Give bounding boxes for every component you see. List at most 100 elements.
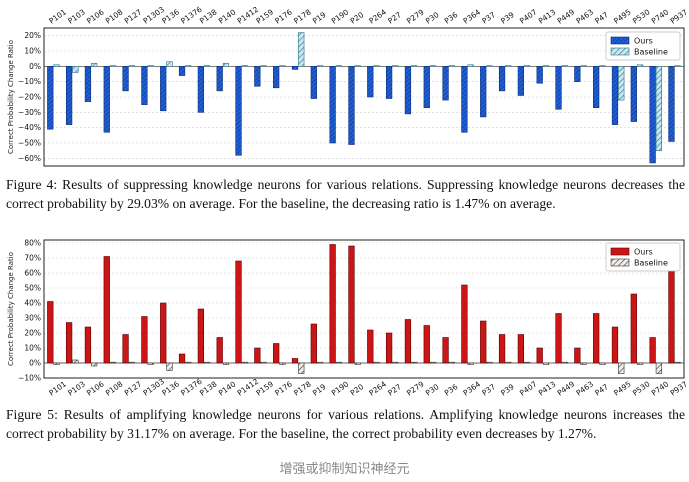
bar-ours-p178: [292, 66, 298, 69]
x-tick-label: P530: [631, 379, 652, 397]
bar-baseline-p495: [618, 66, 624, 100]
y-tick-label: 80%: [24, 239, 41, 248]
bar-baseline-p127: [129, 66, 135, 67]
bar-baseline-p463: [581, 66, 587, 67]
x-tick-label: P937: [669, 379, 689, 397]
y-tick-label: 0%: [29, 62, 41, 71]
bar-baseline-p407: [524, 362, 530, 363]
bar-baseline-p364: [468, 65, 474, 67]
bar-ours-p530: [631, 66, 637, 121]
bar-baseline-p136: [167, 62, 173, 67]
bar-ours-p39: [499, 335, 505, 364]
y-tick-label: 20%: [24, 329, 41, 338]
y-tick-label: 10%: [24, 47, 41, 56]
bar-ours-p39: [499, 66, 505, 91]
bars: [47, 245, 680, 374]
bar-baseline-p1376: [185, 66, 191, 67]
bar-baseline-p413: [543, 66, 549, 67]
legend-swatch-baseline: [611, 48, 629, 55]
bar-baseline-p413: [543, 363, 549, 365]
x-tick-label: P19: [311, 382, 328, 398]
bar-baseline-p1376: [185, 362, 191, 363]
suppression-chart: P101P103P106P108P127P1303P136P1376P138P1…: [0, 0, 689, 172]
bar-baseline-p27: [393, 362, 399, 363]
x-tick-label: P140: [217, 7, 238, 25]
bar-ours-p101: [47, 66, 53, 129]
bar-ours-p19: [311, 66, 317, 98]
bar-baseline-p20: [355, 363, 361, 365]
bar-ours-p190: [330, 245, 336, 364]
bar-baseline-p19: [317, 362, 323, 363]
legend-label-baseline: Baseline: [634, 259, 668, 268]
bar-ours-p407: [518, 66, 524, 95]
bar-baseline-p106: [91, 63, 97, 66]
bar-ours-p190: [330, 66, 336, 143]
bar-baseline-p47: [600, 363, 606, 365]
x-tick-label: P463: [574, 7, 595, 25]
bar-ours-p1376: [179, 66, 185, 75]
bar-ours-p937: [669, 66, 675, 141]
x-tick-label: P37: [480, 382, 497, 398]
bar-baseline-p136: [167, 363, 173, 371]
bar-ours-p136: [160, 303, 166, 363]
bar-baseline-p937: [675, 362, 681, 363]
bar-ours-p108: [104, 66, 110, 132]
bar-baseline-p1303: [148, 363, 154, 365]
bar-ours-p159: [255, 348, 261, 363]
bar-ours-p20: [349, 246, 355, 363]
bar-ours-p178: [292, 359, 298, 364]
x-tick-label: P103: [66, 379, 87, 397]
y-tick-label: 10%: [24, 344, 41, 353]
x-tick-label: P103: [66, 7, 87, 25]
bar-baseline-p190: [336, 66, 342, 67]
x-tick-label: P20: [349, 10, 366, 26]
bar-ours-p740: [650, 66, 656, 163]
bars: [47, 33, 680, 163]
legend: Ours Baseline: [606, 243, 680, 271]
bar-ours-p20: [349, 66, 355, 144]
bar-ours-p1303: [142, 317, 148, 364]
y-tick-label: −20%: [18, 93, 41, 102]
x-tick-label: P176: [273, 379, 294, 397]
x-tick-label: P27: [386, 10, 403, 26]
bar-ours-p530: [631, 294, 637, 363]
bar-ours-p495: [612, 66, 618, 124]
bar-ours-p264: [367, 66, 373, 97]
legend-label-ours: Ours: [634, 37, 653, 46]
x-tick-label: P190: [330, 7, 351, 25]
legend: Ours Baseline: [606, 32, 680, 60]
bar-baseline-p140: [223, 363, 229, 365]
x-tick-label: P39: [499, 382, 516, 398]
bar-ours-p1412: [236, 66, 242, 155]
bar-baseline-p407: [524, 66, 530, 67]
y-tick-label: −10%: [18, 374, 41, 383]
y-tick-labels: 20% 10% 0% −10% −20% −30% −40% −50% −60%: [18, 31, 41, 163]
bar-ours-p127: [123, 335, 129, 364]
bar-ours-p36: [443, 338, 449, 364]
bar-ours-p140: [217, 66, 223, 91]
bar-baseline-p20: [355, 66, 361, 67]
bar-baseline-p740: [656, 66, 662, 150]
bar-baseline-p530: [637, 363, 643, 365]
bar-ours-p103: [66, 323, 72, 364]
bar-ours-p101: [47, 302, 53, 364]
bar-baseline-p449: [562, 66, 568, 67]
x-tick-label: P937: [669, 7, 689, 25]
bar-baseline-p19: [317, 66, 323, 67]
x-tick-label: P495: [612, 379, 633, 397]
bar-ours-p364: [462, 285, 468, 363]
bar-baseline-p364: [468, 363, 474, 365]
bar-baseline-p101: [54, 363, 60, 365]
bar-baseline-p138: [204, 66, 210, 67]
bar-ours-p413: [537, 66, 543, 83]
x-tick-label: P127: [123, 379, 144, 397]
y-tick-label: −50%: [18, 139, 41, 148]
x-tick-label: P413: [537, 379, 558, 397]
bar-ours-p138: [198, 309, 204, 363]
y-axis-label: Correct Probability Change Ratio: [7, 252, 15, 366]
x-tick-label: P530: [631, 7, 652, 25]
x-tick-label: P108: [104, 7, 125, 25]
bar-baseline-p36: [449, 66, 455, 67]
figure-4-caption: Figure 4: Results of suppressing knowled…: [6, 175, 685, 213]
bar-baseline-p1412: [242, 362, 248, 363]
